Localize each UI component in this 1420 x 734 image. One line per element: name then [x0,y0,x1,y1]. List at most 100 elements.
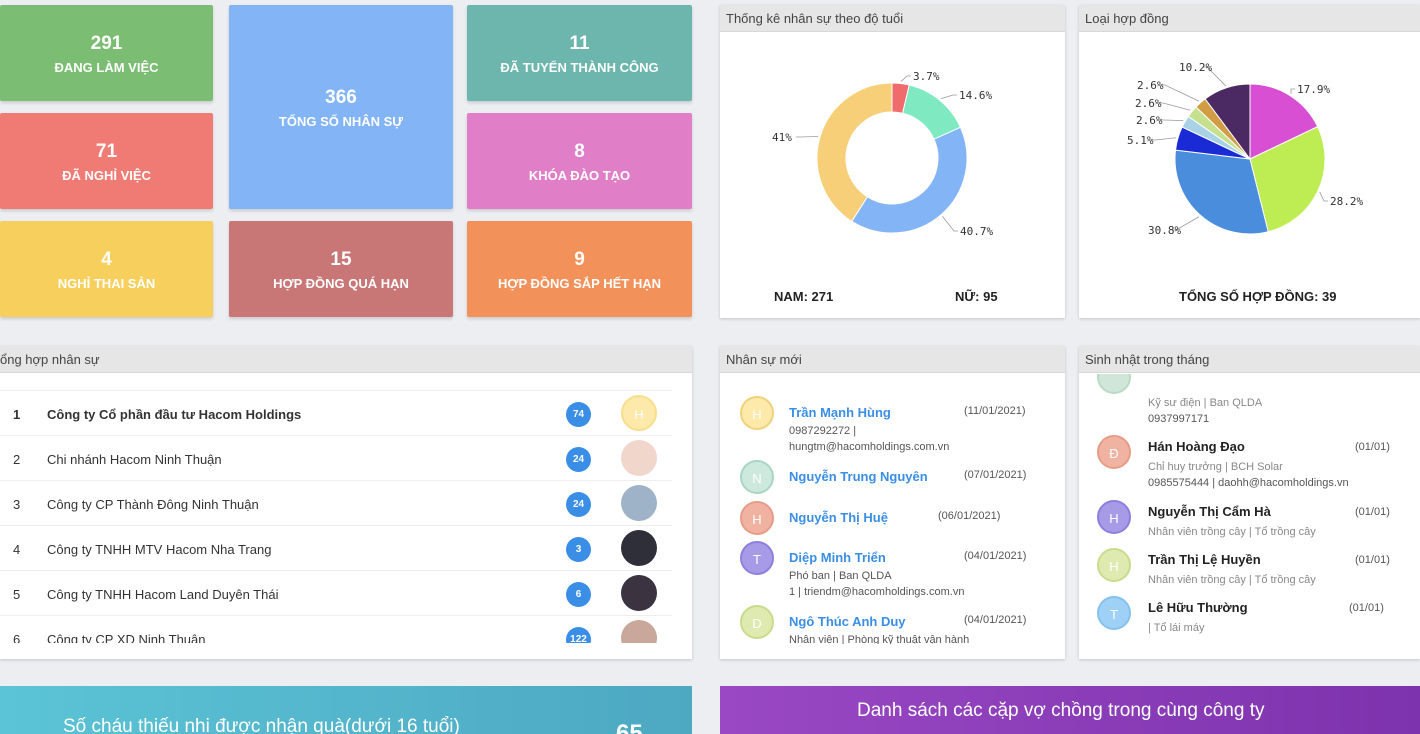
table-row[interactable]: 1 Công ty Cổ phần đầu tư Hacom Holdings 74… [0,390,672,435]
person-name[interactable]: Trần Mạnh Hùng [789,405,891,420]
person-detail: Chỉ huy trưởng | BCH Solar [1148,461,1283,473]
tile-quit[interactable]: 71 ĐÃ NGHỈ VIỆC [0,113,213,209]
table-row[interactable]: 3 Công ty CP Thành Đông Ninh Thuận 24 [0,480,672,525]
pie-slice[interactable] [816,82,893,223]
leader-line [1203,66,1227,87]
pie-slice[interactable] [851,126,968,234]
slice-label: 2.6% [1136,114,1163,127]
person-detail: | Tổ lái máy [1148,622,1205,634]
company-name[interactable]: Công ty TNHH MTV Hacom Nha Trang [47,542,272,557]
count-badge: 24 [566,447,591,472]
children-banner-text: Số cháu thiếu nhi được nhận quà(dưới 16 … [63,716,460,734]
leader-line [900,75,911,82]
row-index: 6 [13,632,21,643]
company-name[interactable]: Công ty TNHH Hacom Land Duyên Thái [47,587,279,602]
avatar: T [740,541,774,575]
tile-label: ĐÃ TUYỂN THÀNH CÔNG [500,59,659,75]
table-row[interactable]: 5 Công ty TNHH Hacom Land Duyên Thái 6 [0,570,672,615]
slice-label: 3.7% [913,70,940,83]
age-donut-chart: 3.7% 14.6% 40.7% 41% [772,70,993,238]
list-item[interactable]: T Diệp Minh Triển (04/01/2021) Phó ban | Ba… [720,541,1065,601]
join-date: (07/01/2021) [964,469,1027,481]
tile-expiring-contracts[interactable]: 9 HỢP ĐỒNG SẮP HẾT HẠN [467,221,692,317]
person-detail: Nhân viên trồng cây | Tổ trồng cây [1148,574,1316,586]
avatar: H [740,396,774,430]
partial-role: Kỹ sư điện | Ban QLDA [1148,397,1263,409]
row-index: 5 [13,587,21,602]
pie-slice[interactable] [1249,125,1326,233]
person-name[interactable]: Trần Thị Lệ Huyền [1148,552,1261,567]
children-banner[interactable]: Số cháu thiếu nhi được nhận quà(dưới 16 … [0,686,692,734]
list-item[interactable]: D Ngô Thúc Anh Duy (04/01/2021) Nhân viên |… [720,605,1065,644]
person-name[interactable]: Nguyễn Trung Nguyên [789,469,928,484]
pie-slice[interactable] [1249,83,1319,160]
birth-date: (01/01) [1355,441,1390,453]
partial-avatar [1097,374,1131,394]
card-title: Nhân sự mới [720,346,1065,373]
slice-label: 5.1% [1127,134,1154,147]
company-name[interactable]: Công ty Cổ phần đầu tư Hacom Holdings [47,407,302,422]
join-date: (06/01/2021) [938,510,1001,522]
list-item[interactable]: N Nguyễn Trung Nguyên (07/01/2021) [720,460,1065,520]
tile-value: 8 [574,140,585,162]
card-title: ổng hợp nhân sự [0,346,692,373]
tile-total-staff[interactable]: 366 TỔNG SỐ NHÂN SỰ [229,5,453,209]
tile-value: 291 [90,32,123,54]
staff-summary-card: ổng hợp nhân sự 1 Công ty Cổ phần đầu tư … [0,346,692,659]
leader-line [1290,88,1295,94]
list-item[interactable]: H Trần Thị Lệ Huyền (01/01) Nhân viên trồng… [1079,544,1420,596]
company-name[interactable]: Công ty CP Thành Đông Ninh Thuận [47,497,259,512]
list-item[interactable]: H Nguyễn Thị Cẩm Hà (01/01) Nhân viên trồng… [1079,496,1420,548]
person-detail: 0985575444 | daohh@hacomholdings.vn [1148,477,1349,489]
leader-line [1319,191,1328,202]
tile-recruited[interactable]: 11 ĐÃ TUYỂN THÀNH CÔNG [467,5,692,101]
person-name[interactable]: Hán Hoàng Đạo [1148,439,1245,454]
couples-banner-text: Danh sách các cặp vợ chồng trong cùng cô… [857,700,1265,721]
person-name[interactable]: Nguyễn Thị Huệ [789,510,888,525]
tile-label: NGHỈ THAI SẢN [57,275,156,291]
tile-training[interactable]: 8 KHÓA ĐÀO TẠO [467,113,692,209]
pie-slice[interactable] [1204,83,1251,161]
leader-line [1161,84,1200,102]
join-date: (04/01/2021) [964,614,1027,626]
person-name[interactable]: Ngô Thúc Anh Duy [789,614,906,629]
tile-maternity[interactable]: 4 NGHỈ THAI SẢN [0,221,213,317]
tile-value: 4 [101,248,112,270]
tile-working[interactable]: 291 ĐANG LÀM VIỆC [0,5,213,101]
tile-label: ĐÃ NGHỈ VIỆC [62,167,151,183]
avatar [621,620,657,643]
list-item[interactable]: T Lê Hữu Thường (01/01) | Tổ lái máy [1079,592,1420,644]
slice-label: 10.2% [1179,61,1212,74]
person-detail: Phó ban | Ban QLDA [789,570,892,582]
couples-banner[interactable]: Danh sách các cặp vợ chồng trong cùng cô… [720,686,1420,734]
table-row[interactable]: 6 Công ty CP XD Ninh Thuận 122 [0,615,672,643]
person-detail: 1 | triendm@hacomholdings.com.vn [789,586,965,598]
pie-slice[interactable] [1174,149,1269,235]
tile-value: 366 [325,86,357,108]
birthday-list: Kỹ sư điện | Ban QLDA 0937997171 Đ Hán Ho… [1079,374,1420,646]
card-title: Loại hợp đồng [1079,5,1420,32]
row-index: 1 [13,407,21,422]
new-staff-list: H Trần Mạnh Hùng (11/01/2021) 0987292272 | h… [720,374,1065,644]
leader-line [1151,137,1177,141]
leader-line [1159,102,1191,111]
tile-expired-contracts[interactable]: 15 HỢP ĐỒNG QUÁ HẠN [229,221,453,317]
list-item[interactable]: H Trần Mạnh Hùng (11/01/2021) 0987292272 | h… [720,396,1065,456]
slice-label: 2.6% [1137,79,1164,92]
avatar [621,530,657,566]
count-badge: 24 [566,492,591,517]
company-name[interactable]: Chi nhánh Hacom Ninh Thuận [47,452,222,467]
company-name[interactable]: Công ty CP XD Ninh Thuận [47,632,206,643]
list-item[interactable]: Đ Hán Hoàng Đạo (01/01) Chỉ huy trưởng | BC… [1079,431,1420,489]
age-chart-card: Thống kê nhân sự theo độ tuổi 3.7% 14.6% 4… [720,5,1065,318]
person-detail: 0987292272 | [789,425,857,437]
person-name[interactable]: Nguyễn Thị Cẩm Hà [1148,504,1271,519]
tile-value: 71 [95,140,118,162]
children-banner-value: 65 [616,720,643,734]
list-item[interactable]: H Nguyễn Thị Huệ (06/01/2021) [720,501,1065,561]
person-name[interactable]: Diệp Minh Triển [789,550,886,565]
person-name[interactable]: Lê Hữu Thường [1148,600,1248,615]
table-row[interactable]: 2 Chi nhánh Hacom Ninh Thuận 24 [0,435,672,480]
table-row[interactable]: 4 Công ty TNHH MTV Hacom Nha Trang 3 [0,525,672,570]
slice-label: 28.2% [1330,195,1363,208]
